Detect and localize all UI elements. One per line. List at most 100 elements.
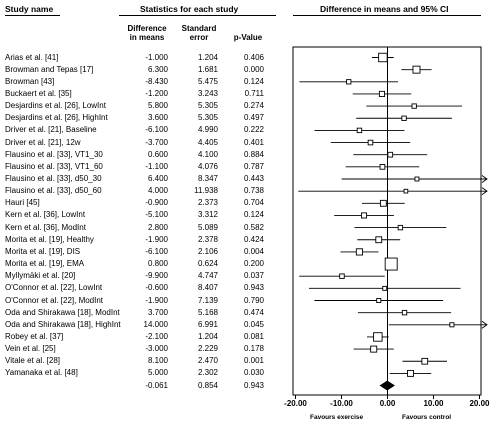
study-diff: 14.000 [143,319,168,329]
study-se: 7.139 [197,295,218,305]
effect-square [414,176,420,182]
study-diff: -0.600 [145,283,168,293]
effect-square [384,257,398,271]
x-tick-label: 20.00 [469,399,490,408]
study-p: 0.943 [243,283,264,293]
study-name: Buckaert et al. [35] [5,88,72,98]
summary-diff: -0.061 [145,380,168,390]
study-diff: -3.700 [145,137,168,147]
study-name: Vitale et al. [28] [5,356,60,366]
study-p: 0.178 [243,344,264,354]
study-diff: 5.000 [147,368,168,378]
header-study-underline [5,15,60,16]
study-diff: -1.000 [145,52,168,62]
effect-square [401,115,407,121]
study-diff: -6.100 [145,125,168,135]
study-name: Robey et al. [37] [5,331,64,341]
effect-square [355,248,364,256]
study-name: Driver et al. [21], 12w [5,137,81,147]
study-name: Browman [43] [5,76,55,86]
study-name: Yamanaka et al. [48] [5,368,78,378]
study-p: 0.124 [243,210,264,220]
study-diff: -1.900 [145,234,168,244]
study-se: 3.243 [197,88,218,98]
study-se: 1.204 [197,331,218,341]
study-name: Kern et al. [36], LowInt [5,210,86,220]
study-se: 8.407 [197,283,218,293]
study-diff: 0.600 [147,149,168,159]
study-p: 0.037 [243,271,264,281]
study-diff: -0.900 [145,198,168,208]
summary-se: 0.854 [197,380,218,390]
study-se: 2.378 [197,234,218,244]
ci-arrow [481,187,488,196]
study-name: Morita et al. [19], EMA [5,259,85,269]
effect-square [403,188,409,194]
x-tick-label: -20.00 [284,399,307,408]
study-name: Kern et al. [36], ModInt [5,222,86,232]
study-name: O'Connor et al. [22], ModInt [5,295,104,305]
study-diff: -1.100 [145,161,168,171]
effect-square [373,332,383,342]
study-diff: -9.900 [145,271,168,281]
study-diff: 6.400 [147,174,168,183]
study-se: 4.747 [197,271,218,281]
study-p: 0.738 [243,186,264,196]
x-tick-label: -10.00 [330,399,353,408]
study-name: Vein et al. [25] [5,344,56,354]
study-se: 4.076 [197,161,218,171]
effect-square [382,285,388,291]
effect-square [397,224,404,231]
study-se: 1.681 [197,64,218,74]
col-p-header: p-Value [233,33,263,42]
effect-square [361,212,368,219]
header-statistics: Statistics for each study [140,4,239,14]
header-plot-underline [293,15,481,16]
study-p: 0.222 [243,125,264,135]
study-se: 4.990 [197,125,218,135]
study-p: 0.274 [243,101,264,111]
study-se: 5.475 [197,76,218,86]
study-diff: 0.800 [147,259,168,269]
effect-square [407,369,414,377]
effect-square [356,127,363,134]
effect-square [379,199,387,207]
study-p: 0.497 [243,113,264,123]
study-se: 4.405 [197,137,218,147]
study-name: Flausino et al. [33], VT1_30 [5,149,103,159]
effect-square [339,273,345,279]
x-tick-label: 0.00 [379,399,396,408]
study-se: 3.312 [197,210,218,220]
study-se: 5.089 [197,222,218,232]
study-diff: -3.000 [145,344,168,354]
effect-square [376,298,382,303]
favours-exercise-label: Favours exercise [310,414,364,421]
header-study-name: Study name [5,4,54,14]
study-name: Flausino et al. [33], VT1_60 [5,161,103,171]
col-se-header-1: Standard [181,24,217,33]
study-se: 11.938 [194,186,218,196]
summary-diamond [379,380,395,391]
favours-control-label: Favours control [402,414,452,421]
header-plot: Difference in means and 95% CI [320,4,449,14]
study-p: 0.443 [243,174,264,183]
study-name: Browman and Tepas [17] [5,64,94,74]
effect-square [387,151,394,158]
effect-square [378,52,388,63]
study-diff: -2.100 [145,331,168,341]
col-diff-header-1: Difference [127,24,167,33]
effect-square [401,309,408,316]
study-name: O'Connor et al. [22], LowInt [5,283,103,293]
effect-square [412,65,421,74]
study-se: 5.305 [197,113,218,123]
effect-square [411,103,417,109]
study-diff: -5.100 [145,210,168,220]
summary-p: 0.943 [243,380,264,390]
study-p: 0.474 [243,307,264,317]
ci-arrow [481,320,488,329]
ci-arrow [481,175,488,183]
study-diff: 2.800 [147,222,168,232]
study-diff: -1.200 [145,88,168,98]
study-se: 5.305 [197,101,218,111]
study-se: 8.347 [197,174,218,183]
